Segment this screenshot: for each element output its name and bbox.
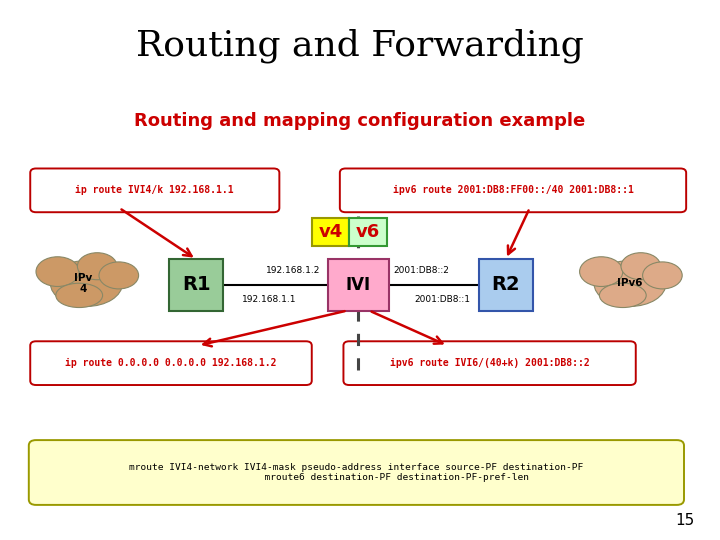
Text: Routing and mapping configuration example: Routing and mapping configuration exampl… [135, 112, 585, 131]
FancyBboxPatch shape [343, 341, 636, 385]
Text: ip route 0.0.0.0 0.0.0.0 192.168.1.2: ip route 0.0.0.0 0.0.0.0 192.168.1.2 [66, 358, 276, 368]
FancyBboxPatch shape [30, 168, 279, 212]
Ellipse shape [580, 256, 623, 286]
Text: v4: v4 [318, 222, 343, 241]
Text: 15: 15 [675, 513, 695, 528]
FancyBboxPatch shape [30, 341, 312, 385]
Text: 192.168.1.2: 192.168.1.2 [266, 266, 320, 275]
Text: R2: R2 [492, 275, 520, 294]
FancyBboxPatch shape [29, 440, 684, 505]
Ellipse shape [50, 260, 122, 306]
Text: ip route IVI4/k 192.168.1.1: ip route IVI4/k 192.168.1.1 [76, 185, 234, 195]
Text: Routing and Forwarding: Routing and Forwarding [136, 29, 584, 63]
FancyBboxPatch shape [328, 259, 389, 310]
Text: IPv
4: IPv 4 [73, 273, 92, 294]
Text: ipv6 route IVI6/(40+k) 2001:DB8::2: ipv6 route IVI6/(40+k) 2001:DB8::2 [390, 358, 590, 368]
FancyBboxPatch shape [312, 218, 349, 246]
Ellipse shape [36, 256, 79, 286]
Ellipse shape [599, 283, 647, 308]
Ellipse shape [594, 260, 666, 306]
Ellipse shape [99, 262, 139, 289]
Text: 2001:DB8::1: 2001:DB8::1 [415, 295, 470, 303]
Text: R1: R1 [182, 275, 210, 294]
Text: ipv6 route 2001:DB8:FF00::/40 2001:DB8::1: ipv6 route 2001:DB8:FF00::/40 2001:DB8::… [392, 185, 634, 195]
Text: 192.168.1.1: 192.168.1.1 [243, 295, 297, 303]
FancyBboxPatch shape [340, 168, 686, 212]
Text: mroute IVI4-network IVI4-mask pseudo-address interface source-PF destination-PF
: mroute IVI4-network IVI4-mask pseudo-add… [130, 463, 583, 482]
FancyBboxPatch shape [169, 259, 223, 310]
Ellipse shape [621, 253, 660, 280]
Ellipse shape [78, 253, 117, 280]
Ellipse shape [56, 283, 103, 308]
Text: IPv6: IPv6 [617, 279, 643, 288]
Ellipse shape [643, 262, 682, 289]
Text: IVI: IVI [346, 276, 371, 294]
FancyBboxPatch shape [349, 218, 387, 246]
Text: 2001:DB8::2: 2001:DB8::2 [393, 266, 449, 275]
Text: v6: v6 [356, 222, 380, 241]
FancyBboxPatch shape [479, 259, 533, 310]
